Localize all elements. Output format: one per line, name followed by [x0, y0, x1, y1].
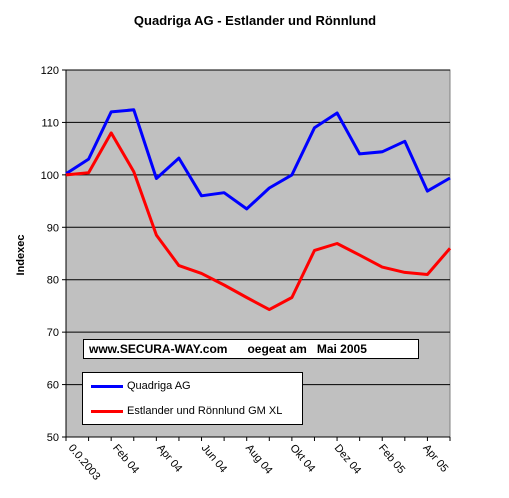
y-tick-label: 60	[47, 380, 59, 392]
legend-label: Quadriga AG	[127, 380, 191, 392]
y-tick-label: 70	[47, 327, 59, 339]
legend-item: Estlander und Rönnlund GM XL	[91, 404, 282, 418]
legend-swatch	[91, 384, 123, 388]
x-tick-label: Aug 04	[243, 442, 275, 476]
legend-label: Estlander und Rönnlund GM XL	[127, 405, 283, 417]
y-tick-label: 90	[47, 222, 59, 234]
y-tick-label: 120	[41, 65, 59, 77]
y-tick-label: 80	[47, 275, 59, 287]
legend: Quadriga AG Estlander und Rönnlund GM XL	[82, 372, 303, 425]
annotation-box: www.SECURA-WAY.com oegeat am Mai 2005	[83, 339, 419, 359]
y-tick-label: 50	[47, 432, 59, 444]
series-lines	[65, 108, 452, 312]
axes	[65, 70, 450, 438]
x-tick-label: Dez 04	[332, 442, 364, 476]
series-line-1	[65, 131, 452, 312]
x-tick-label: Apr 04	[154, 442, 184, 475]
y-axis-ticks: 50 60 70 80 90 100 110 120	[41, 65, 66, 444]
y-tick-label: 100	[41, 170, 59, 182]
chart-title: Quadriga AG - Estlander und Rönnlund	[134, 13, 376, 28]
x-axis-ticks: 0.0.2003 Feb 04 Apr 04 Jun 04 Aug 04 Okt 04 De…	[65, 437, 451, 483]
x-tick-label: Okt 04	[287, 442, 317, 475]
y-tick-label: 110	[41, 117, 59, 129]
x-tick-label: 0.0.2003	[66, 442, 103, 483]
x-tick-label: Feb 05	[376, 442, 407, 476]
y-axis-label: Indexec	[15, 235, 27, 276]
legend-swatch	[91, 409, 123, 413]
x-tick-label: Apr 05	[420, 442, 450, 475]
annotation-text: www.SECURA-WAY.com oegeat am Mai 2005	[89, 342, 367, 356]
series-line-0	[65, 108, 451, 211]
legend-item: Quadriga AG	[91, 379, 191, 393]
x-tick-label: Jun 04	[199, 442, 229, 475]
x-tick-label: Feb 04	[110, 442, 141, 476]
